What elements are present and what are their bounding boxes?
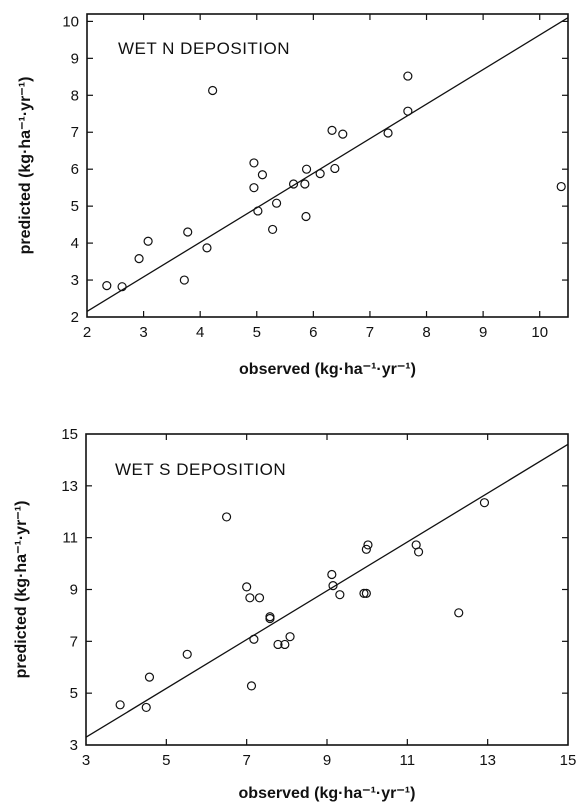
- data-point: [249, 158, 259, 168]
- y-tick-label: 9: [71, 50, 79, 67]
- x-tick-label: 2: [83, 324, 91, 341]
- data-point: [315, 169, 325, 179]
- data-point: [338, 129, 348, 139]
- y-tick-label: 11: [62, 530, 78, 547]
- y-tick-label: 5: [70, 685, 78, 702]
- data-point: [301, 211, 311, 222]
- data-point: [115, 700, 125, 710]
- y-axis-title: predicted (kg·ha⁻¹·yr⁻¹): [13, 501, 30, 679]
- x-tick-label: 5: [253, 324, 261, 341]
- data-point: [454, 608, 464, 618]
- x-tick-label: 3: [82, 752, 90, 769]
- x-tick-label: 7: [366, 324, 374, 341]
- y-tick-label: 7: [70, 633, 78, 650]
- y-tick-label: 8: [71, 87, 79, 104]
- data-point: [273, 639, 283, 650]
- data-point: [288, 179, 299, 189]
- data-point: [361, 544, 371, 554]
- data-point: [143, 236, 153, 246]
- y-tick-label: 13: [61, 478, 78, 495]
- x-tick-label: 10: [531, 324, 548, 341]
- data-point: [183, 227, 193, 237]
- data-point: [285, 632, 295, 642]
- data-point: [208, 85, 218, 96]
- x-tick-label: 5: [162, 752, 170, 769]
- chart-panel-1: 2 3 4 5 6 7 8 9 10 2 3 4 5 6 7 8 9 10 WET N DEPOSITION obse…: [17, 13, 569, 378]
- data-point: [221, 512, 232, 522]
- chart-panel-2: 3 5 7 9 11 13 15 3 5 7 9 11 13 15 WET S DEPOSITION obse…: [13, 426, 576, 802]
- x-tick-label: 6: [309, 324, 317, 341]
- y-axis-title: predicted (kg·ha⁻¹·yr⁻¹): [17, 77, 34, 255]
- chart-title: WET N DEPOSITION: [118, 39, 290, 58]
- x-tick-label: 7: [242, 752, 250, 769]
- data-point: [249, 634, 259, 644]
- y-tick-label: 10: [62, 13, 79, 30]
- one-to-one-line: [85, 443, 569, 738]
- data-point: [556, 181, 566, 192]
- y-tick-label: 4: [71, 235, 79, 252]
- data-point: [361, 588, 371, 598]
- data-point: [268, 224, 278, 235]
- data-point: [479, 498, 490, 508]
- plot-frame: [85, 433, 569, 746]
- data-point: [182, 649, 192, 659]
- x-tick-label: 11: [400, 752, 416, 769]
- x-tick-label: 3: [139, 324, 147, 341]
- data-point: [327, 569, 337, 580]
- data-point: [330, 163, 340, 174]
- data-point: [179, 275, 189, 285]
- y-tick-label: 15: [61, 426, 78, 443]
- y-tick-label: 7: [71, 124, 79, 141]
- data-point: [403, 106, 413, 116]
- x-axis-title: observed (kg·ha⁻¹·yr⁻¹): [239, 785, 416, 802]
- data-point: [141, 702, 151, 713]
- data-point: [328, 581, 338, 591]
- data-point: [301, 164, 312, 174]
- y-tick-label: 2: [71, 309, 79, 326]
- x-tick-label: 9: [323, 752, 331, 769]
- data-point: [102, 280, 112, 291]
- data-point: [242, 582, 252, 592]
- data-point: [383, 128, 393, 138]
- data-point: [144, 672, 155, 682]
- y-tick-label: 9: [70, 582, 78, 599]
- data-point: [271, 198, 282, 208]
- data-point: [335, 590, 345, 600]
- data-point: [265, 612, 275, 622]
- data-point: [257, 170, 268, 180]
- x-tick-label: 4: [196, 324, 204, 341]
- x-tick-label: 13: [479, 752, 496, 769]
- data-point: [253, 206, 263, 216]
- data-point: [403, 71, 413, 81]
- data-point: [327, 125, 337, 135]
- data-point: [249, 183, 259, 193]
- plot-frame: [86, 13, 569, 318]
- x-tick-label: 9: [479, 324, 487, 341]
- y-tick-label: 3: [71, 272, 79, 289]
- data-point: [254, 593, 265, 603]
- data-point: [300, 179, 310, 189]
- data-point: [363, 540, 373, 550]
- chart-title: WET S DEPOSITION: [115, 460, 286, 479]
- x-tick-label: 8: [422, 324, 430, 341]
- data-point: [413, 547, 424, 557]
- data-point: [202, 243, 212, 253]
- data-point: [117, 282, 127, 292]
- x-axis-title: observed (kg·ha⁻¹·yr⁻¹): [239, 361, 416, 378]
- x-tick-label: 15: [560, 752, 577, 769]
- data-point: [265, 613, 275, 624]
- one-to-one-line: [86, 17, 569, 313]
- data-point: [280, 639, 290, 650]
- data-point: [245, 593, 255, 603]
- y-tick-label: 3: [70, 737, 78, 754]
- y-tick-label: 5: [71, 198, 79, 215]
- data-point: [246, 681, 257, 691]
- data-point: [134, 254, 144, 264]
- data-point: [359, 588, 369, 598]
- y-tick-label: 6: [71, 161, 79, 178]
